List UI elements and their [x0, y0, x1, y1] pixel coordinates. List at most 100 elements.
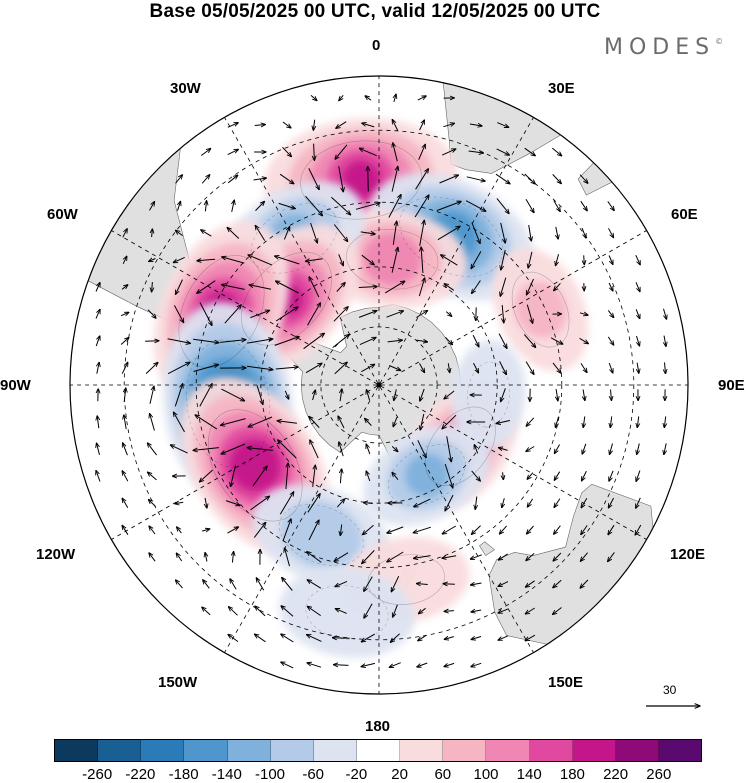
wind-vector-299 [149, 526, 156, 535]
anomaly-shading [153, 117, 589, 658]
colorbar-tick-label: -220 [125, 766, 156, 783]
copyright-mark: © [715, 37, 724, 46]
wind-vector-23 [335, 144, 348, 159]
wind-vector-300 [177, 527, 182, 534]
colorbar-tick-label: -260 [82, 766, 113, 783]
wind-vector-242 [247, 448, 273, 451]
wind-vector-185 [499, 361, 507, 374]
wind-vector-351 [580, 579, 589, 588]
wind-vector-282 [225, 500, 240, 506]
wind-vector-348 [498, 581, 509, 587]
wind-vector-67 [152, 229, 153, 238]
colorbar-bin-12 [529, 740, 573, 761]
lon-label-30e: 30E [548, 80, 575, 97]
wind-vector-191 [665, 362, 666, 373]
wind-vector-5 [417, 96, 426, 101]
wind-vector-40 [391, 166, 398, 192]
wind-vector-65 [607, 201, 614, 210]
wind-vector-16 [469, 124, 482, 126]
wind-vector-94 [361, 254, 374, 265]
wind-vector-225 [393, 417, 398, 426]
wind-vector-239 [170, 445, 188, 454]
wind-vector-194 [149, 386, 154, 404]
wind-vector-342 [335, 580, 348, 586]
wind-vector-259 [122, 471, 129, 482]
wind-vector-193 [124, 388, 126, 403]
wind-vector-180 [361, 364, 374, 373]
wind-vector-170 [97, 362, 99, 374]
wind-vector-184 [473, 362, 479, 373]
wind-vector-39 [368, 167, 369, 192]
wind-vector-207 [501, 388, 506, 401]
wind-vector-163 [498, 333, 507, 349]
wind-vector-306 [340, 524, 341, 535]
wind-vector-81 [528, 224, 532, 241]
wind-vector-341 [307, 580, 322, 589]
wind-vector-266 [312, 465, 316, 487]
wind-vector-243 [278, 440, 297, 459]
wind-vector-165 [550, 337, 563, 344]
wind-vector-216 [150, 414, 155, 431]
wind-vector-72 [283, 227, 289, 240]
wind-vector-340 [282, 578, 293, 591]
wind-vector-68 [175, 230, 183, 237]
wind-vector-307 [363, 524, 374, 534]
wind-vector-91 [275, 256, 300, 265]
wind-vector-310 [442, 525, 457, 534]
wind-vector-88 [197, 259, 216, 261]
wind-vector-380 [334, 665, 349, 666]
wind-vector-262 [199, 469, 213, 482]
wind-vector-146 [635, 309, 640, 318]
wind-vector-308 [387, 526, 404, 533]
wind-vector-235 [664, 416, 665, 427]
wind-vector-354 [255, 606, 266, 617]
wind-vector-21 [282, 146, 292, 156]
wind-vector-346 [443, 584, 455, 585]
wind-vector-127 [120, 312, 129, 315]
wind-vector-296 [608, 497, 615, 508]
lon-label-90e: 90E [718, 377, 745, 394]
wind-vector-365 [553, 607, 562, 615]
wind-vector-44 [495, 173, 510, 184]
wind-vector-2 [339, 94, 344, 100]
wind-vector-202 [366, 390, 371, 401]
wind-vector-314 [554, 525, 561, 535]
wind-vector-104 [635, 254, 640, 265]
wind-vector-252 [526, 446, 535, 452]
wind-vector-376 [498, 635, 509, 640]
wind-vector-167 [607, 336, 613, 345]
wind-vector-315 [581, 525, 588, 534]
wind-vector-318 [149, 553, 156, 562]
wind-vector-168 [637, 335, 640, 346]
wind-vector-293 [527, 498, 534, 507]
wind-vector-31 [551, 147, 561, 156]
wind-vector-292 [502, 498, 505, 507]
wind-vector-117 [418, 278, 424, 297]
wind-vector-52 [255, 201, 265, 211]
wind-vector-256 [637, 443, 640, 455]
wind-vector-248 [417, 440, 426, 457]
wind-vector-38 [338, 166, 344, 192]
colorbar-tick-label: -60 [302, 766, 325, 783]
meridian-330 [224, 117, 379, 384]
wind-vector-84 [608, 228, 614, 237]
wind-vector-138 [416, 311, 427, 318]
wind-vector-111 [249, 285, 272, 290]
meridian-30 [379, 117, 534, 384]
wind-vector-79 [471, 222, 480, 244]
brand-logo: MODES© [604, 35, 723, 60]
wind-vector-195 [174, 384, 182, 407]
wind-vector-32 [175, 175, 183, 184]
wind-vector-49 [178, 201, 181, 211]
wind-vector-161 [445, 336, 453, 344]
anomaly-contour-8 [207, 409, 303, 522]
wind-vector-333 [553, 552, 562, 561]
wind-vector-250 [474, 445, 479, 454]
wind-vector-197 [221, 388, 244, 401]
wind-vector-227 [442, 414, 457, 429]
wind-vector-148 [95, 336, 100, 347]
wind-vector-368 [281, 634, 294, 643]
wind-vector-60 [465, 200, 486, 212]
wind-vector-200 [313, 390, 316, 401]
wind-vector-362 [471, 610, 482, 612]
